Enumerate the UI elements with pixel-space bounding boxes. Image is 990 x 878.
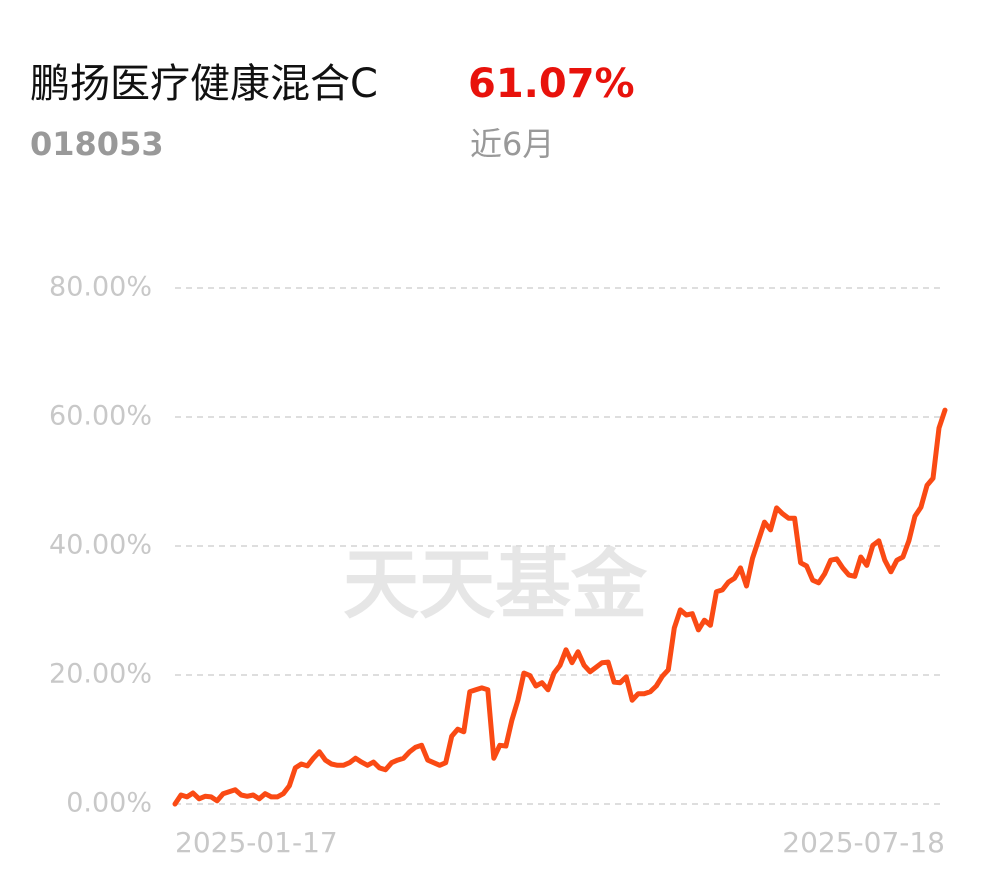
- x-tick-label: 2025-01-17: [175, 826, 338, 859]
- fund-title: 鹏扬医疗健康混合C: [30, 61, 378, 107]
- y-tick-label: 80.00%: [49, 272, 152, 303]
- watermark: 天天基金: [343, 540, 648, 629]
- y-tick-label: 20.00%: [49, 659, 152, 690]
- x-tick-label: 2025-07-18: [782, 826, 945, 859]
- y-tick-label: 0.00%: [66, 788, 152, 819]
- series-line: [172, 407, 948, 807]
- y-tick-label: 60.00%: [49, 401, 152, 432]
- return-value: 61.07%: [468, 61, 635, 107]
- period-label: 近6月: [470, 125, 554, 163]
- y-tick-label: 40.00%: [49, 530, 152, 561]
- fund-code: 018053: [30, 125, 164, 163]
